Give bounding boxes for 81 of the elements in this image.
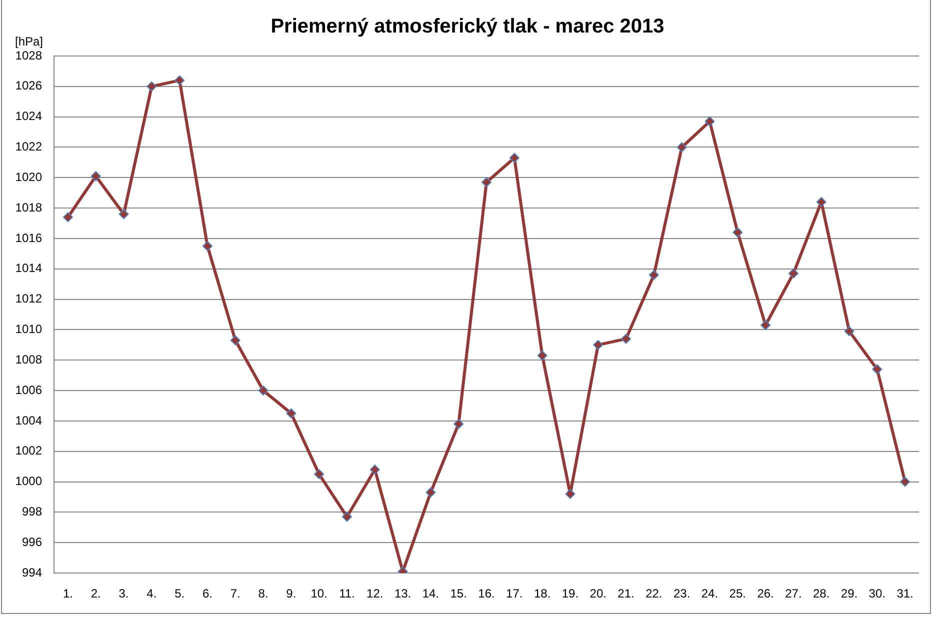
x-tick-label: 21. <box>618 586 634 601</box>
x-tick-label: 29. <box>840 586 858 601</box>
y-tick-label: 1008 <box>15 352 42 366</box>
x-tick-label: 18. <box>534 586 551 601</box>
point <box>872 364 882 374</box>
x-tick-label: 2. <box>90 586 101 601</box>
point <box>482 177 492 188</box>
x-tick-label: 20. <box>590 586 606 601</box>
x-tick-label: 26. <box>757 586 774 601</box>
point <box>676 142 687 152</box>
x-tick-label: 8. <box>258 586 268 601</box>
point <box>174 75 185 86</box>
point <box>62 212 73 222</box>
y-tick-label: 1018 <box>15 200 42 214</box>
x-tick-label: 6. <box>202 586 212 601</box>
point <box>593 340 604 350</box>
y-tick-label: 1028 <box>15 48 42 62</box>
x-tick-label: 3. <box>118 586 129 601</box>
x-tick-label: 4. <box>146 586 157 601</box>
point <box>565 488 576 499</box>
x-tick-label: 12. <box>366 586 384 601</box>
point <box>509 152 520 163</box>
x-tick-label: 11. <box>339 586 355 601</box>
y-tick-label: 1010 <box>15 322 42 336</box>
x-tick-label: 10. <box>310 586 328 601</box>
point <box>844 326 854 336</box>
x-tick-label: 9. <box>286 586 296 601</box>
x-tick-label: 22. <box>646 586 662 601</box>
point <box>90 171 101 182</box>
y-tick-label: 994 <box>22 565 42 580</box>
point <box>704 116 715 126</box>
y-tick-label: 1026 <box>15 78 42 93</box>
point <box>760 320 771 330</box>
x-tick-label: 30. <box>868 586 886 601</box>
y-tick-label: 1002 <box>15 444 42 458</box>
x-tick-label: 14. <box>422 586 440 601</box>
x-tick-label: 16. <box>478 586 495 601</box>
chart-title: Priemerný atmosferický tlak - marec 2013 <box>270 16 664 38</box>
x-tick-label: 24. <box>701 586 718 601</box>
x-tick-label: 17. <box>506 586 523 601</box>
point <box>537 350 548 361</box>
x-tick-label: 27. <box>785 586 802 601</box>
x-tick-label: 19. <box>562 586 579 601</box>
y-tick-label: 1016 <box>15 230 42 245</box>
y-tick-label: 1006 <box>15 382 42 397</box>
y-tick-label: 1014 <box>15 261 42 276</box>
y-tick-label: 1000 <box>15 474 42 488</box>
x-tick-label: 15. <box>450 586 467 601</box>
y-tick-label: 1020 <box>15 170 42 184</box>
point <box>342 512 352 522</box>
x-tick-label: 7. <box>230 586 240 601</box>
y-tick-label: 1012 <box>15 292 42 306</box>
x-tick-label: 5. <box>174 586 185 601</box>
y-axis-title: [hPa] <box>14 34 44 48</box>
point <box>118 209 129 220</box>
point <box>454 418 464 429</box>
point <box>370 464 380 475</box>
point <box>258 386 268 396</box>
x-tick-label: 31. <box>896 586 914 601</box>
point <box>732 227 743 238</box>
y-tick-label: 1024 <box>15 109 42 124</box>
point <box>146 81 157 92</box>
point <box>648 270 659 280</box>
y-tick-label: 996 <box>22 534 42 549</box>
x-tick-label: 23. <box>673 586 690 601</box>
point <box>816 196 826 207</box>
point <box>286 408 296 418</box>
point <box>900 476 910 487</box>
x-tick-label: 25. <box>729 586 746 601</box>
x-tick-label: 1. <box>62 586 73 601</box>
y-tick-label: 998 <box>22 504 42 518</box>
point <box>202 241 212 252</box>
point <box>621 334 632 344</box>
x-tick-label: 13. <box>394 586 412 601</box>
x-tick-label: 28. <box>812 586 830 601</box>
y-tick-label: 1022 <box>15 140 42 154</box>
point <box>426 487 436 498</box>
y-tick-label: 1004 <box>15 413 42 428</box>
point <box>314 469 324 480</box>
point <box>788 268 798 278</box>
point <box>230 335 240 346</box>
